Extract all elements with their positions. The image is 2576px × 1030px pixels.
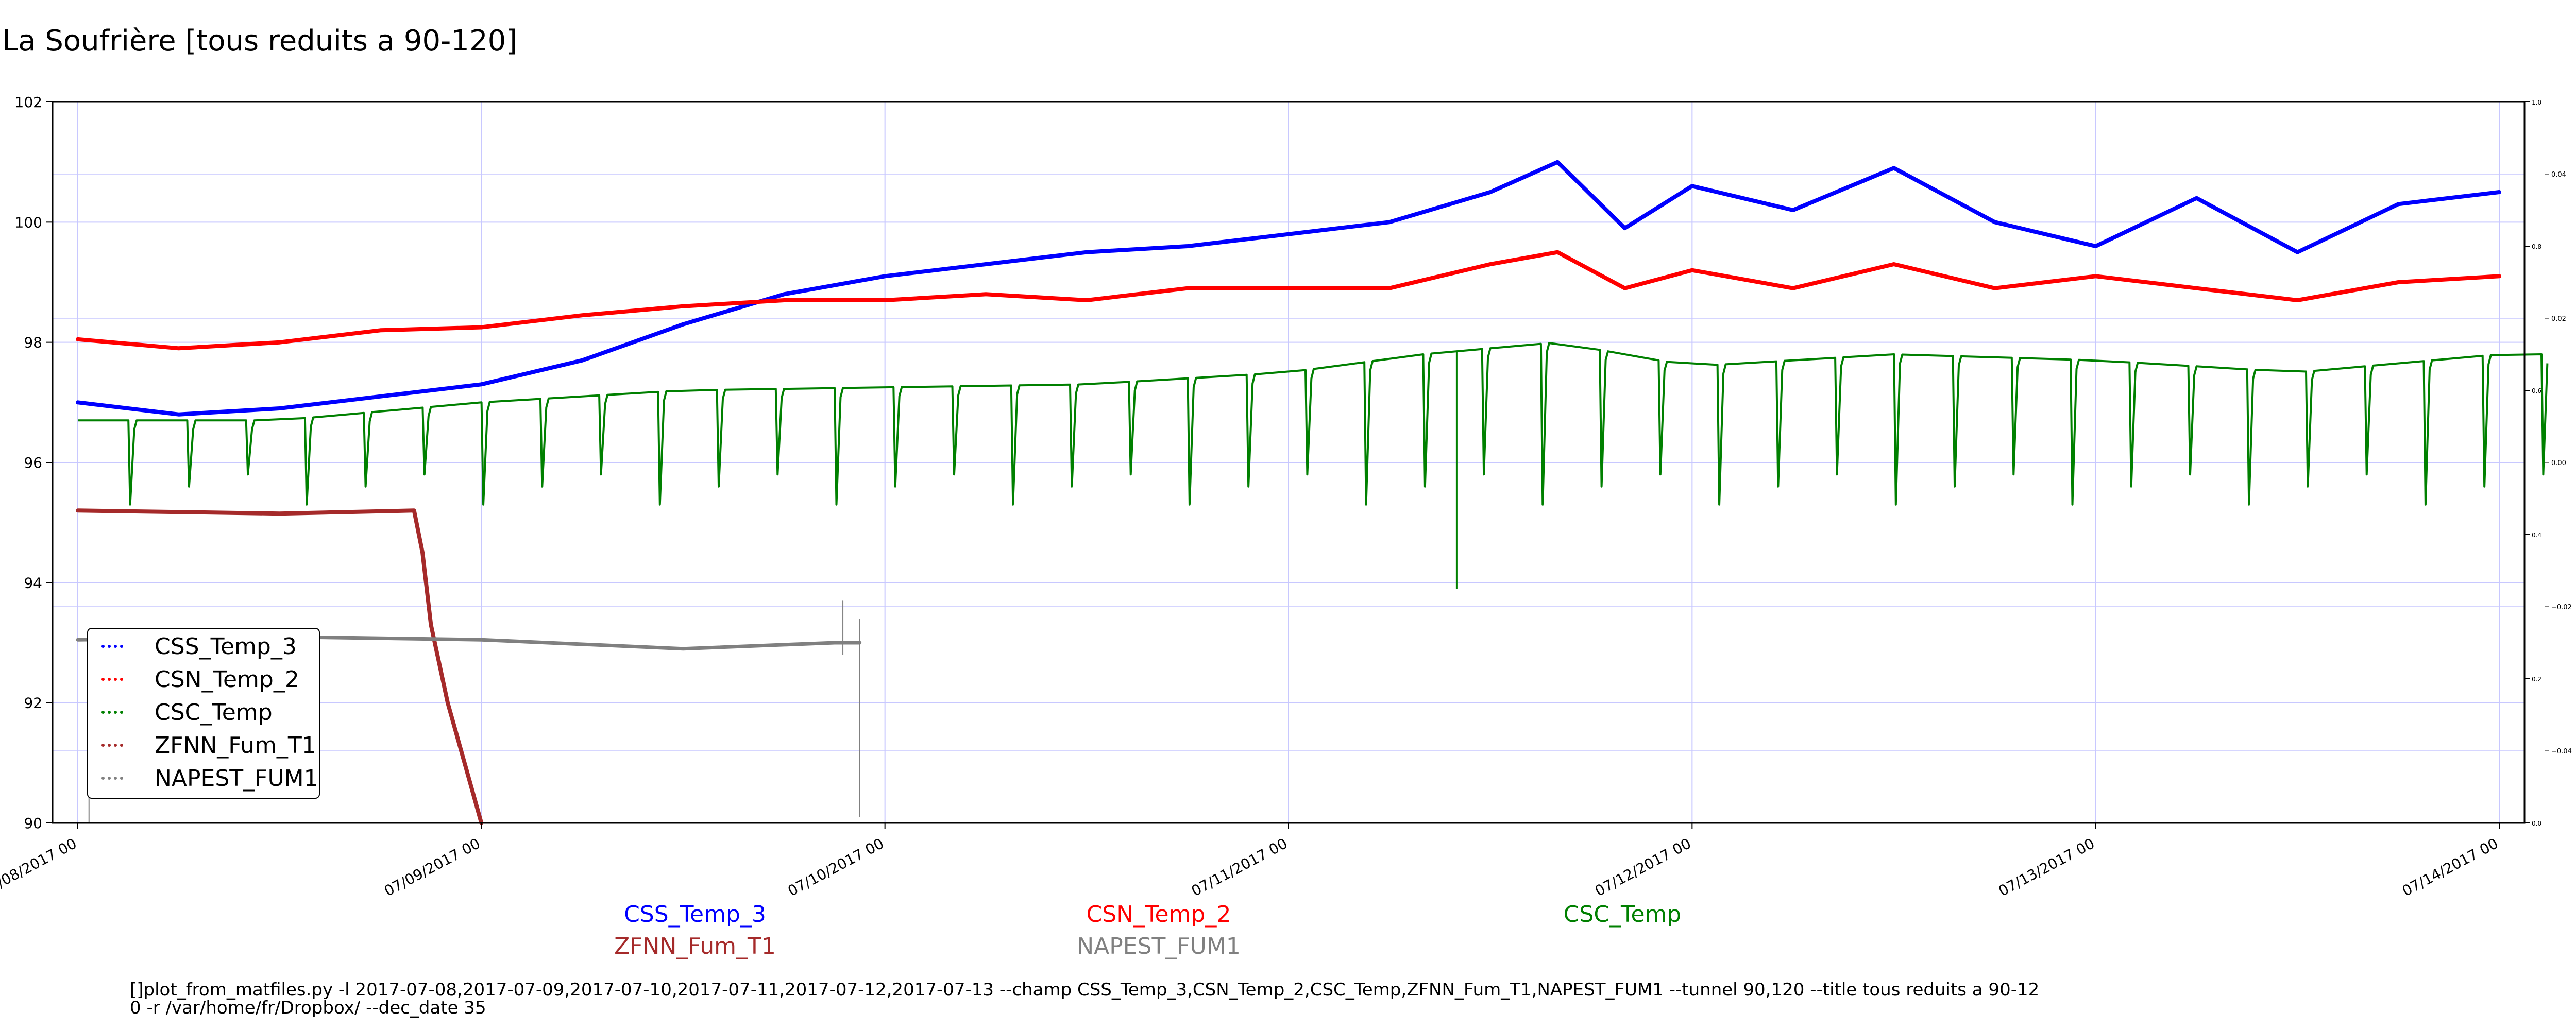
x-tick-label: 07/14/2017 00 [2399,835,2501,900]
legend-marker [101,777,105,780]
right-tick-label: 0.8 [2532,243,2541,250]
y-tick-label: 94 [24,574,42,591]
legend-marker [120,777,123,780]
right-tick-label: 0.4 [2532,531,2541,539]
y-tick-label: 102 [15,94,42,111]
legend-marker [114,777,117,780]
legend-marker [120,711,123,714]
legend-marker [120,744,123,747]
series-subtitles: CSS_Temp_3 CSN_Temp_2 CSC_Temp ZFNN_Fum_T1 N… [614,901,1681,959]
legend-entry: CSN_Temp_2 [101,666,299,693]
legend-marker [101,645,105,648]
subtitle-CSS_Temp_3: CSS_Temp_3 [624,901,766,928]
x-tick-label: 07/10/2017 00 [785,835,887,900]
legend-entry: NAPEST_FUM1 [101,765,318,792]
command-line-2: 0 -r /var/home/fr/Dropbox/ --dec_date 35 [130,998,486,1018]
legend-entry: CSC_Temp [101,699,273,726]
legend-marker [101,678,105,681]
chart-title: La Soufrière [tous reduits a 90-120] [2,24,517,58]
y-tick-label: 92 [24,695,42,712]
y-tick-label: 98 [24,334,42,351]
legend-marker [108,777,111,780]
legend: CSS_Temp_3 CSN_Temp_2 CSC_Temp ZFNN_Fum_T1 N… [87,628,320,799]
inner-right-tick-label: 0.02 [2551,315,2566,323]
inner-right-tick-label: −0.04 [2551,748,2572,756]
legend-marker [114,678,117,681]
inner-right-tick-label: −0.02 [2551,604,2572,611]
legend-marker [108,711,111,714]
inner-right-tick-label: 0.04 [2551,171,2566,179]
x-tick-label: 07/08/2017 00 [0,835,79,900]
legend-box [87,628,320,799]
legend-entry: CSS_Temp_3 [101,633,297,660]
legend-marker [114,645,117,648]
legend-entry: ZFNN_Fum_T1 [101,732,316,759]
x-tick-label: 07/13/2017 00 [1996,835,2097,900]
x-tick-label: 07/12/2017 00 [1592,835,1693,900]
legend-marker [108,744,111,747]
right-tick-label: 0.2 [2532,676,2541,683]
legend-marker [114,744,117,747]
legend-marker [101,744,105,747]
y-tick-label: 96 [24,454,42,471]
plot-area [52,101,2549,825]
right-tick-label: 1.0 [2532,99,2541,106]
legend-marker [108,645,111,648]
legend-marker [114,711,117,714]
legend-label: CSN_Temp_2 [155,666,299,693]
series-line-CSN_Temp_2 [76,250,2501,351]
grid-lines [53,102,2524,823]
subtitle-CSC_Temp: CSC_Temp [1564,901,1682,928]
y-axis-ticks: 90 92 94 96 98 100 102 [15,94,53,832]
x-axis-ticks: 07/08/2017 00 07/09/2017 00 07/10/2017 00 0… [0,823,2501,900]
y-tick-label: 90 [24,815,42,832]
series-line-CSS_Temp_3 [76,160,2501,417]
y-tick-label: 100 [15,214,42,231]
legend-marker [120,645,123,648]
inner-right-tick-label: 0.00 [2551,459,2566,467]
legend-marker [101,711,105,714]
x-tick-label: 07/11/2017 00 [1189,835,1290,900]
legend-marker [120,678,123,681]
x-tick-label: 07/09/2017 00 [381,835,483,900]
legend-marker [108,678,111,681]
right-tick-label: 0.6 [2532,387,2541,394]
right-tick-label: 0.0 [2532,820,2541,827]
series-line-CSC_Temp [78,342,2549,506]
legend-label: CSS_Temp_3 [155,633,297,660]
subtitle-ZFNN_Fum_T1: ZFNN_Fum_T1 [614,933,776,959]
data-marks [76,160,2549,825]
subtitle-NAPEST_FUM1: NAPEST_FUM1 [1077,933,1241,959]
legend-label: ZFNN_Fum_T1 [155,732,316,759]
command-line-1: []plot_from_matfiles.py -l 2017-07-08,20… [130,980,2039,1000]
series-line-ZFNN_Fum_T1 [76,508,484,825]
subtitle-CSN_Temp_2: CSN_Temp_2 [1087,901,1231,928]
legend-label: CSC_Temp [155,699,273,726]
legend-label: NAPEST_FUM1 [155,765,318,792]
right-axis-ticks: 0.0 0.2 0.4 0.6 0.8 1.0 −0.04 −0.02 0.00 0.02 0.04 [2524,99,2572,827]
